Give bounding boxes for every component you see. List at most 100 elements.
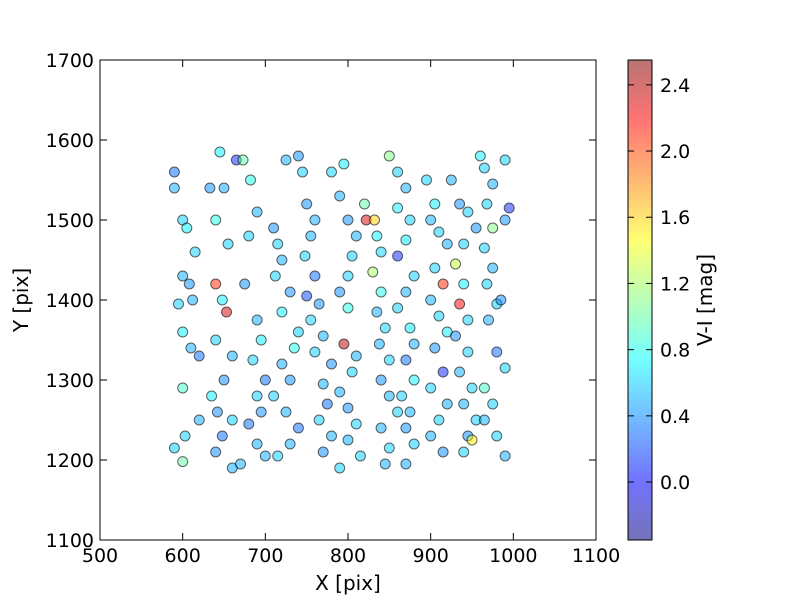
data-point	[466, 434, 478, 446]
scatter-points	[168, 146, 515, 474]
data-point	[204, 182, 216, 194]
data-point	[408, 374, 420, 386]
x-tick-label: 1000	[489, 545, 537, 567]
data-point	[226, 350, 238, 362]
data-point	[214, 146, 226, 158]
colorbar-tick-label: 2.4	[660, 75, 690, 97]
data-point	[211, 406, 223, 418]
data-point	[454, 366, 466, 378]
data-point	[454, 198, 466, 210]
data-point	[499, 450, 511, 462]
colorbar-tick-label: 0.0	[660, 472, 690, 494]
data-point	[392, 302, 404, 314]
colorbar-tick-label: 0.8	[660, 340, 690, 362]
data-point	[350, 350, 362, 362]
data-point	[181, 222, 193, 234]
data-point	[383, 390, 395, 402]
data-point	[458, 278, 470, 290]
data-point	[429, 262, 441, 274]
data-point	[400, 422, 412, 434]
data-point	[177, 326, 189, 338]
data-point	[313, 298, 325, 310]
data-point	[350, 230, 362, 242]
y-tick-label: 1600	[46, 130, 94, 152]
data-point	[429, 198, 441, 210]
data-point	[334, 386, 346, 398]
data-point	[251, 438, 263, 450]
data-point	[499, 362, 511, 374]
data-point	[379, 322, 391, 334]
data-point	[251, 206, 263, 218]
data-point	[450, 330, 461, 342]
data-point	[392, 406, 404, 418]
data-point	[491, 346, 503, 358]
data-point	[305, 230, 317, 242]
data-point	[342, 270, 354, 282]
y-tick-label: 1300	[46, 370, 94, 392]
data-point	[495, 294, 507, 306]
data-point	[317, 378, 329, 390]
data-point	[268, 222, 280, 234]
data-point	[193, 350, 205, 362]
data-point	[441, 238, 453, 250]
y-tick-label: 1100	[46, 530, 94, 552]
data-point	[326, 166, 337, 178]
data-point	[321, 398, 333, 410]
data-point	[218, 182, 230, 194]
data-point	[392, 250, 404, 262]
data-point	[379, 458, 391, 470]
data-point	[375, 422, 387, 434]
data-point	[301, 290, 313, 302]
data-point	[284, 438, 296, 450]
data-point	[338, 338, 350, 350]
data-point	[458, 398, 470, 410]
colorbar-tick-label: 1.2	[660, 273, 690, 295]
data-point	[218, 374, 230, 386]
data-point	[259, 374, 271, 386]
data-point	[309, 270, 321, 282]
data-point	[433, 414, 445, 426]
colorbar-label: V-I [mag]	[693, 254, 717, 346]
data-point	[239, 278, 251, 290]
colorbar-gradient	[628, 60, 652, 540]
data-point	[429, 342, 441, 354]
data-point	[454, 298, 466, 310]
data-point	[326, 358, 337, 370]
data-point	[383, 354, 395, 366]
data-point	[466, 382, 478, 394]
x-tick-label: 1100	[572, 545, 620, 567]
x-tick-label: 600	[165, 545, 201, 567]
data-point	[408, 338, 420, 350]
data-point	[425, 294, 437, 306]
data-point	[404, 406, 416, 418]
data-point	[342, 434, 354, 446]
data-point	[342, 402, 354, 414]
data-point	[334, 286, 346, 298]
data-point	[221, 306, 232, 318]
data-point	[487, 262, 499, 274]
data-point	[499, 154, 511, 166]
data-point	[245, 174, 256, 186]
data-point	[243, 418, 255, 430]
colorbar-ticks: 0.0 0.4 0.8 1.2 1.6 2.0 2.4	[628, 75, 690, 494]
data-point	[470, 222, 482, 234]
y-axis-label: Y [pix]	[9, 268, 33, 333]
data-point	[408, 270, 420, 282]
data-point	[259, 450, 271, 462]
data-point	[210, 278, 222, 290]
data-point	[177, 456, 189, 468]
data-point	[317, 330, 329, 342]
data-point	[400, 234, 412, 246]
data-point	[288, 342, 300, 354]
data-point	[173, 298, 184, 310]
data-point	[284, 374, 296, 386]
axes: 500 600 700 800 900 1000 1100 1100 1200 1300 1400 1…	[46, 50, 621, 567]
data-point	[235, 458, 246, 470]
data-point	[187, 294, 199, 306]
data-point	[383, 442, 395, 454]
data-point	[478, 382, 490, 394]
data-point	[458, 238, 470, 250]
data-point	[342, 302, 354, 314]
data-point	[222, 238, 234, 250]
data-point	[255, 334, 267, 346]
